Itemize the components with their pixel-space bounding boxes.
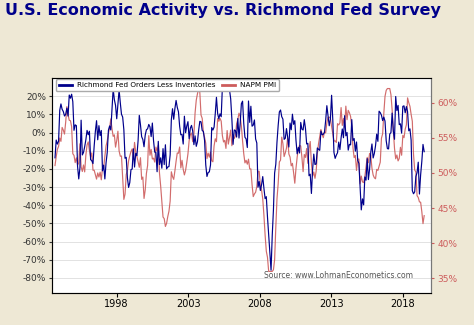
- Text: U.S. Economic Activity vs. Richmond Fed Survey: U.S. Economic Activity vs. Richmond Fed …: [5, 3, 441, 18]
- Text: Source: www.LohmanEconometics.com: Source: www.LohmanEconometics.com: [264, 271, 413, 280]
- Legend: Richmond Fed Orders Less Inventories, NAPM PMI: Richmond Fed Orders Less Inventories, NA…: [56, 80, 280, 91]
